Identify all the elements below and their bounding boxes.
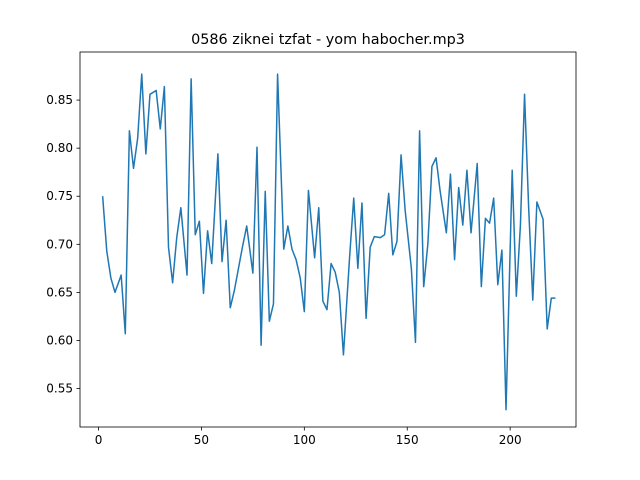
x-tick-label: 200 bbox=[499, 433, 522, 447]
data-line bbox=[101, 73, 556, 411]
y-tick-label: 0.75 bbox=[46, 189, 73, 203]
x-tick-label: 150 bbox=[396, 433, 419, 447]
chart-title: 0586 ziknei tzfat - yom habocher.mp3 bbox=[191, 32, 465, 48]
y-tick-label: 0.85 bbox=[46, 93, 73, 107]
y-tick-label: 0.55 bbox=[46, 382, 73, 396]
y-tick-label: 0.60 bbox=[46, 333, 73, 347]
y-tick-label: 0.65 bbox=[46, 285, 73, 299]
plot-frame bbox=[79, 51, 577, 428]
y-tick-label: 0.80 bbox=[46, 141, 73, 155]
x-tick-label: 100 bbox=[293, 433, 316, 447]
y-tick-label: 0.70 bbox=[46, 237, 73, 251]
x-tick-label: 0 bbox=[95, 433, 103, 447]
x-tick-label: 50 bbox=[194, 433, 209, 447]
